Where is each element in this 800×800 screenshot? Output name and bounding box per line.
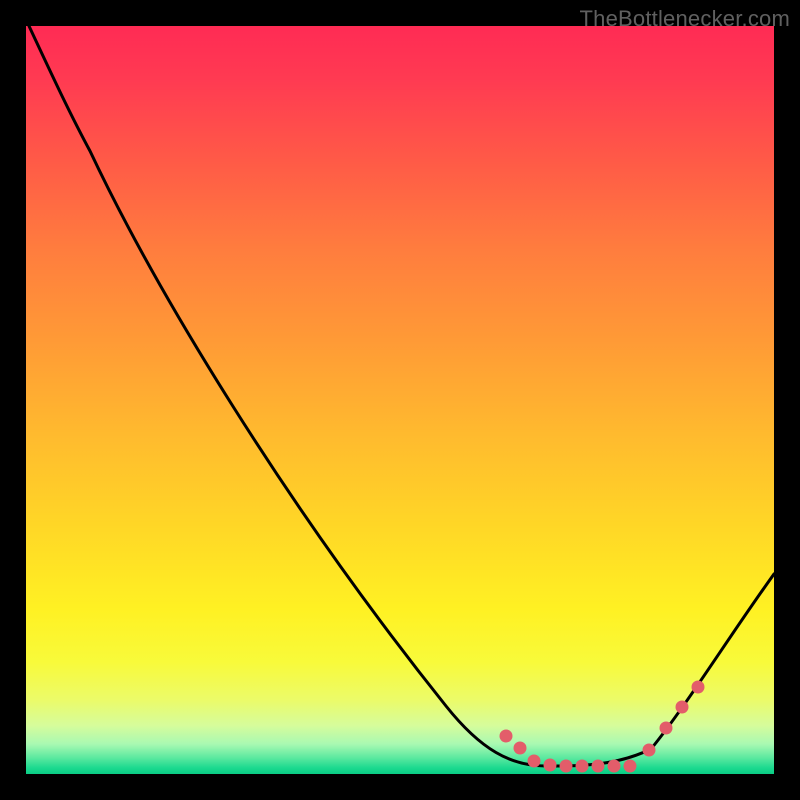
gradient-background bbox=[26, 26, 774, 774]
plot-area bbox=[26, 26, 774, 774]
chart-container: TheBottlenecker.com bbox=[0, 0, 800, 800]
